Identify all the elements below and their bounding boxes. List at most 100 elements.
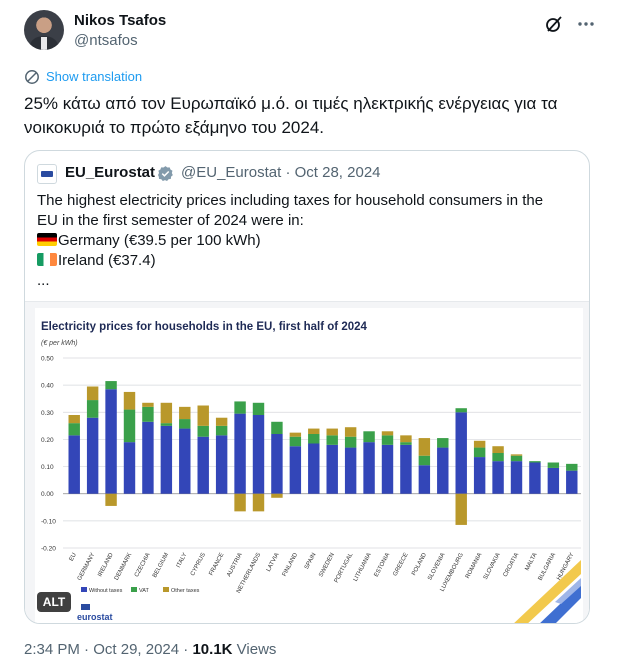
bar-without-taxes: [344, 447, 357, 494]
bar-vat: [105, 381, 117, 390]
bar-without-taxes: [326, 444, 338, 494]
bar-vat: [492, 453, 504, 462]
bar-without-taxes: [197, 436, 209, 494]
bar-other-taxes: [308, 428, 320, 434]
chart-image[interactable]: Electricity prices for households in the…: [25, 301, 589, 623]
bar-other-taxes: [68, 415, 80, 424]
germany-text: Germany (€39.5 per 100 kWh): [58, 232, 261, 249]
bar-without-taxes: [123, 442, 136, 494]
author-handle[interactable]: @ntsafos: [74, 32, 138, 49]
quoted-text-line: EU in the first semester of 2024 were in…: [37, 212, 304, 229]
eurostat-avatar[interactable]: [37, 164, 57, 184]
quoted-date[interactable]: Oct 28, 2024: [294, 164, 381, 181]
bar-vat: [400, 442, 412, 445]
bar-vat: [197, 425, 209, 437]
decorative-ribbon-light: [555, 578, 581, 604]
bar-without-taxes: [418, 465, 431, 494]
y-tick-label: -0.10: [41, 518, 56, 525]
bar-other-taxes: [179, 406, 191, 420]
bar-without-taxes: [252, 415, 265, 494]
bar-without-taxes: [308, 443, 320, 494]
bar-vat: [529, 461, 541, 463]
tweet-time[interactable]: 2:34 PM: [24, 641, 80, 658]
author-avatar[interactable]: [24, 10, 64, 50]
quoted-tweet[interactable]: EU_Eurostat @EU_Eurostat · Oct 28, 2024 …: [24, 150, 590, 624]
bar-vat: [142, 406, 154, 422]
meta-separator: ·: [84, 641, 90, 658]
bar-without-taxes: [289, 446, 302, 494]
bar-vat: [160, 423, 173, 426]
bar-without-taxes: [547, 467, 560, 494]
bar-vat: [234, 401, 246, 414]
bar-other-taxes: [344, 427, 357, 437]
bar-without-taxes: [566, 470, 578, 494]
bar-other-taxes: [86, 386, 99, 401]
bar-other-taxes: [123, 391, 136, 410]
bar-other-taxes: [492, 446, 504, 453]
bar-other-taxes: [418, 438, 431, 456]
bar-other-taxes: [510, 454, 523, 456]
tweet-meta: 2:34 PM · Oct 29, 2024 · 10.1K Views: [24, 641, 276, 658]
bar-vat: [473, 447, 486, 458]
bar-other-taxes: [326, 428, 338, 436]
quoted-text-line-ireland: Ireland (€37.4): [37, 251, 577, 271]
quoted-author-meta: @EU_Eurostat · Oct 28, 2024: [181, 164, 381, 181]
legend-label: Other taxes: [171, 588, 200, 594]
grok-icon[interactable]: [544, 14, 564, 34]
bar-other-taxes: [473, 440, 486, 448]
bar-vat: [179, 419, 191, 429]
bar-other-taxes: [455, 493, 467, 525]
bar-vat: [215, 425, 228, 436]
tweet-date[interactable]: Oct 29, 2024: [93, 641, 180, 658]
chart-svg: Electricity prices for households in the…: [35, 308, 583, 623]
alt-badge[interactable]: ALT: [37, 592, 71, 612]
more-options-icon[interactable]: [576, 14, 596, 34]
quoted-tweet-text: The highest electricity prices including…: [37, 191, 577, 291]
bar-vat: [68, 423, 80, 436]
bar-other-taxes: [105, 493, 117, 506]
bar-other-taxes: [215, 417, 228, 426]
quoted-author-name[interactable]: EU_Eurostat: [65, 164, 156, 181]
bar-without-taxes: [215, 435, 228, 494]
bar-vat: [289, 436, 302, 447]
meta-separator: ·: [285, 164, 291, 181]
bar-vat: [510, 455, 523, 462]
bar-other-taxes: [289, 432, 302, 437]
legend-swatch: [163, 587, 169, 592]
legend-label: Without taxes: [89, 588, 123, 594]
bar-vat: [455, 408, 467, 413]
bar-vat: [418, 455, 431, 466]
bar-without-taxes: [400, 444, 412, 494]
decorative-ribbon-yellow: [514, 560, 581, 623]
bar-vat: [86, 400, 99, 418]
translate-icon: [25, 70, 39, 84]
bar-vat: [547, 462, 560, 468]
quoted-text-line: The highest electricity prices including…: [37, 192, 544, 209]
eurostat-brand: eurostat: [77, 612, 113, 622]
y-tick-label: 0.30: [41, 410, 54, 417]
ireland-text: Ireland (€37.4): [58, 252, 156, 269]
meta-separator: ·: [183, 641, 189, 658]
bar-other-taxes: [142, 402, 154, 407]
bar-vat: [344, 436, 357, 448]
bar-without-taxes: [160, 425, 173, 494]
y-tick-label: 0.10: [41, 464, 54, 471]
bar-other-taxes: [160, 402, 173, 424]
quoted-author-handle[interactable]: @EU_Eurostat: [181, 164, 282, 181]
legend-swatch: [131, 587, 137, 592]
views-count: 10.1K: [192, 641, 233, 658]
germany-flag-icon: [37, 233, 57, 246]
bar-without-taxes: [455, 412, 467, 494]
x-tick-label: EU: [69, 552, 78, 562]
eu-flag-icon: [81, 604, 90, 610]
bar-vat: [123, 409, 136, 443]
legend-swatch: [81, 587, 87, 592]
show-translation-label[interactable]: Show translation: [46, 69, 143, 84]
bar-vat: [437, 438, 449, 448]
bar-without-taxes: [86, 417, 99, 494]
author-name[interactable]: Nikos Tsafos: [74, 12, 167, 29]
bar-without-taxes: [510, 461, 523, 494]
bar-other-taxes: [234, 493, 246, 512]
bar-without-taxes: [105, 389, 117, 494]
tweet-header: Nikos Tsafos @ntsafos: [24, 10, 598, 54]
